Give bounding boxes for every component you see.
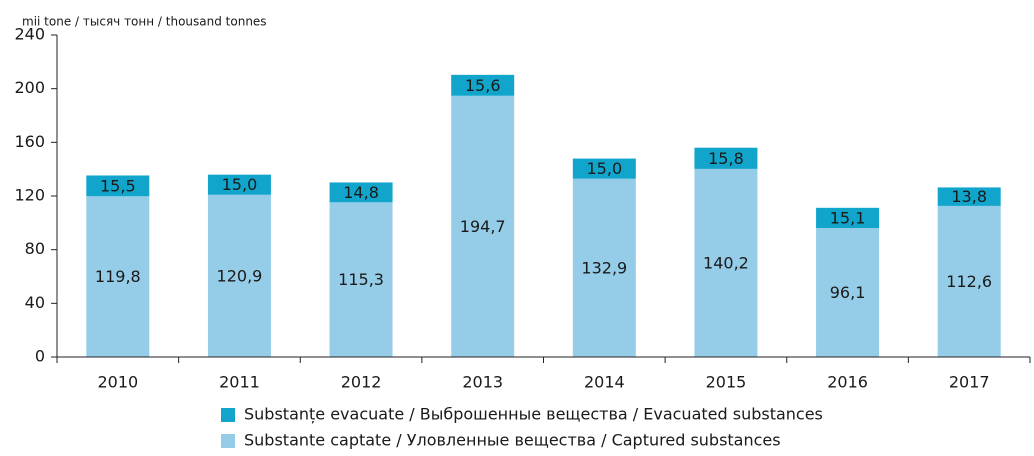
data-label: 15,5 <box>100 176 136 195</box>
legend-label: Substanțe evacuate / Выброшенные веществ… <box>244 405 823 424</box>
data-label: 15,1 <box>830 208 866 227</box>
data-label: 14,8 <box>343 183 379 202</box>
data-label: 119,8 <box>95 267 141 286</box>
bar-segment <box>451 95 515 357</box>
data-label: 15,0 <box>587 159 623 178</box>
bar-segment <box>451 74 515 96</box>
legend-label: Substante captate / Уловленные вещества … <box>244 431 781 450</box>
y-tick-label: 40 <box>25 293 45 312</box>
y-tick-label: 0 <box>35 347 45 366</box>
y-tick-label: 120 <box>14 186 45 205</box>
bar-segment <box>207 174 271 195</box>
bar-segment <box>694 168 758 357</box>
data-label: 132,9 <box>581 258 627 277</box>
bar-segment <box>329 202 393 357</box>
x-tick-label: 2015 <box>706 373 747 392</box>
data-label: 194,7 <box>460 217 506 236</box>
data-label: 13,8 <box>951 187 987 206</box>
data-label: 112,6 <box>946 272 992 291</box>
data-label: 15,8 <box>708 149 744 168</box>
bar-segment <box>694 147 758 169</box>
x-tick-label: 2011 <box>219 373 260 392</box>
x-tick-label: 2014 <box>584 373 625 392</box>
bar-segment <box>207 194 271 357</box>
y-tick-label: 80 <box>25 239 45 258</box>
x-tick-label: 2017 <box>949 373 990 392</box>
bar-segment <box>937 187 1001 206</box>
x-tick-label: 2010 <box>97 373 138 392</box>
x-tick-label: 2016 <box>827 373 868 392</box>
bar-segment <box>937 205 1001 357</box>
bar-segment <box>572 158 636 179</box>
bar-segment <box>86 175 150 197</box>
data-label: 120,9 <box>217 266 263 285</box>
bar-segment <box>572 178 636 357</box>
bar-segment <box>816 207 880 229</box>
x-tick-label: 2013 <box>462 373 503 392</box>
bar-segment <box>329 182 393 203</box>
y-tick-label: 240 <box>14 25 45 44</box>
y-axis-label: mii tone / тысяч тонн / thousand tonnes <box>22 15 267 29</box>
data-label: 15,0 <box>222 175 258 194</box>
y-tick-label: 200 <box>14 78 45 97</box>
x-tick-label: 2012 <box>341 373 382 392</box>
legend-swatch <box>221 408 235 422</box>
data-label: 115,3 <box>338 270 384 289</box>
y-tick-label: 160 <box>14 132 45 151</box>
data-label: 140,2 <box>703 253 749 272</box>
bar-segment <box>86 196 150 357</box>
bar-segment <box>816 228 880 357</box>
data-label: 15,6 <box>465 76 501 95</box>
legend-swatch <box>221 434 235 448</box>
data-label: 96,1 <box>830 283 866 302</box>
